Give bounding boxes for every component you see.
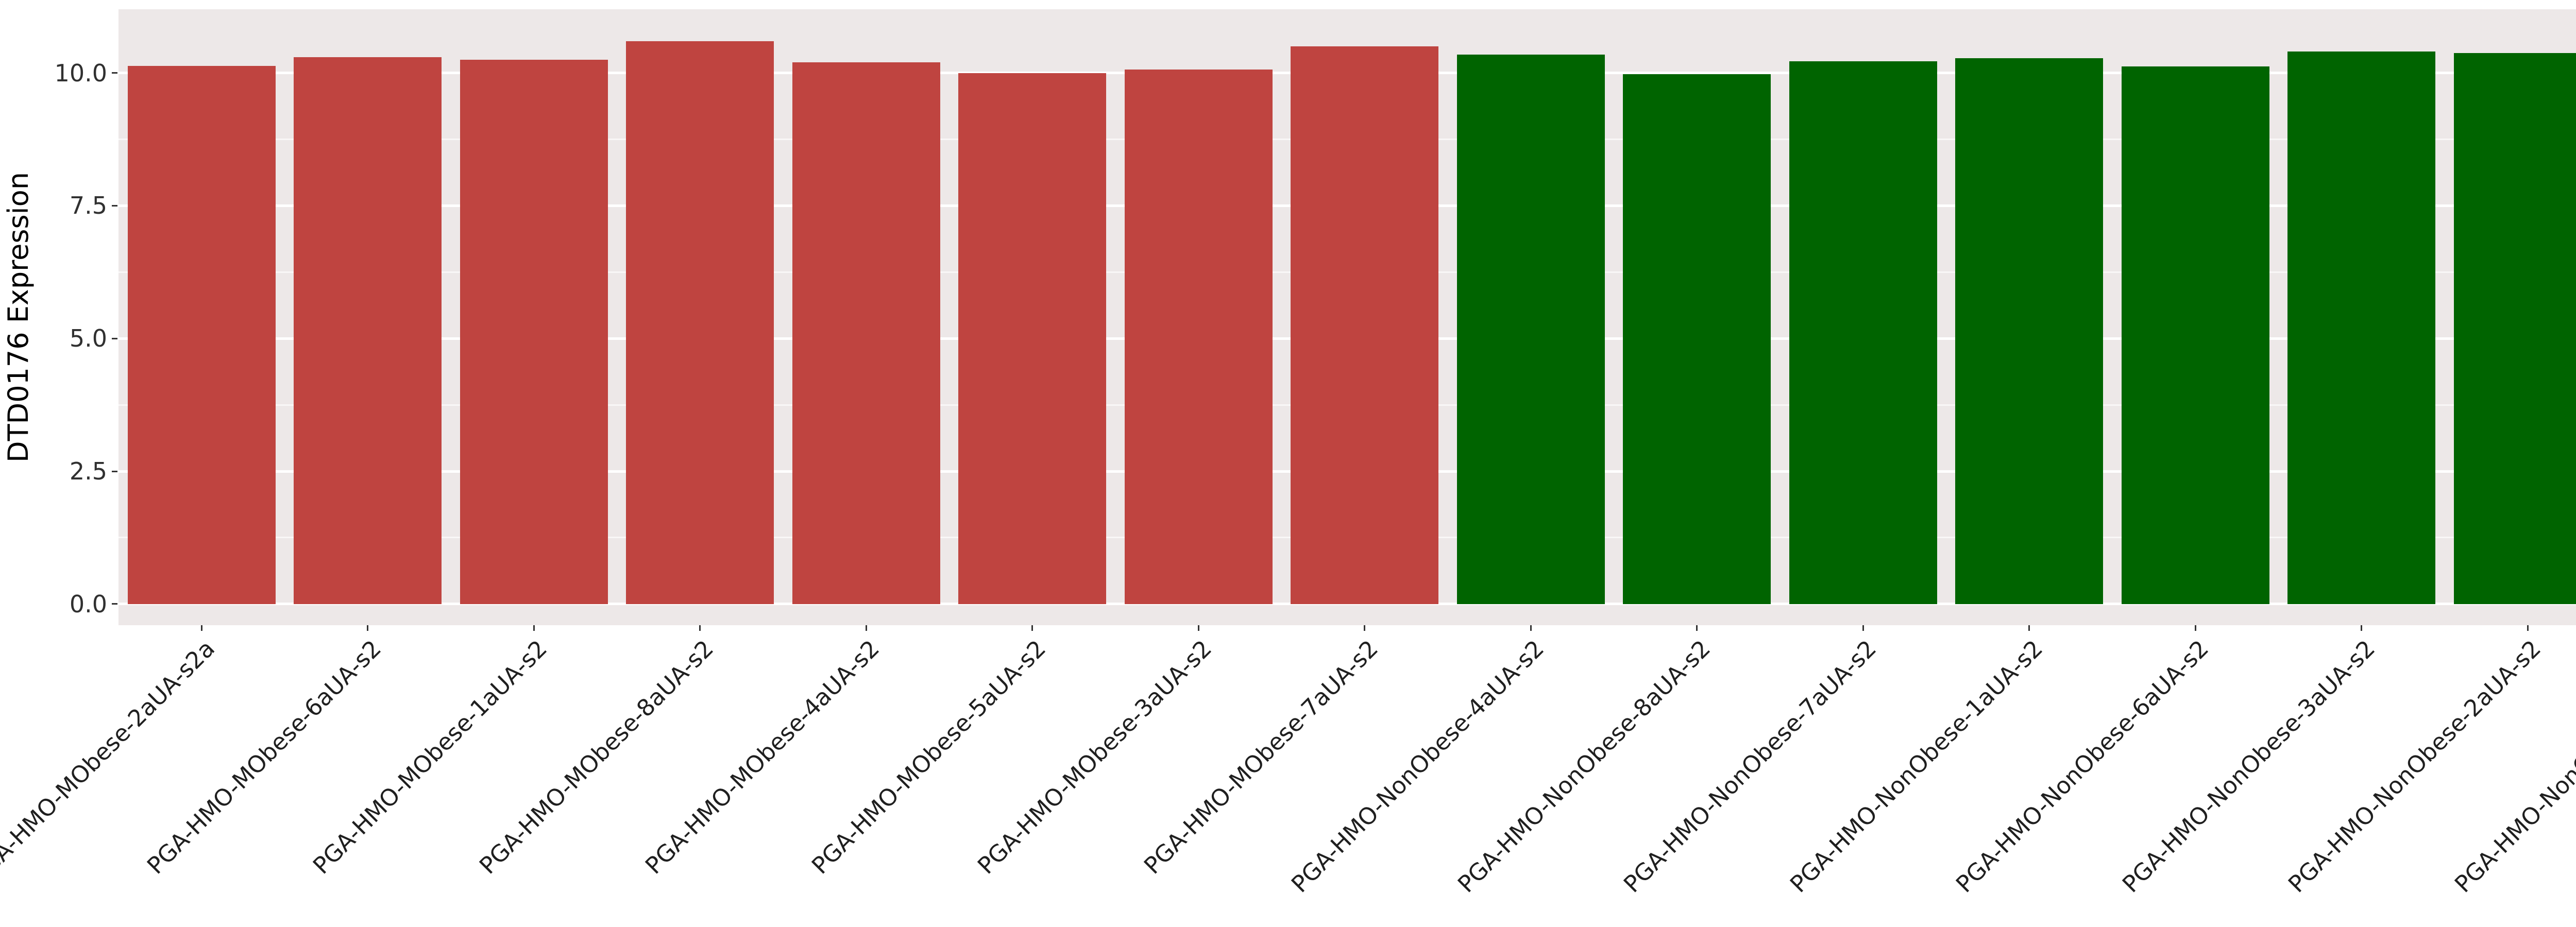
y-tick-mark: [112, 337, 117, 339]
bar-PGA-HMO-MObese-8aUA-s2: [626, 41, 774, 604]
x-tick-mark: [533, 625, 535, 631]
y-tick-label: 2.5: [69, 457, 107, 485]
x-tick-mark: [2527, 625, 2529, 631]
x-tick-mark: [2028, 625, 2030, 631]
x-tick-mark: [1197, 625, 1199, 631]
y-tick-mark: [112, 603, 117, 605]
x-tick-mark: [2361, 625, 2363, 631]
y-tick-mark: [112, 470, 117, 472]
x-tick-label: PGA-HMO-MObese-2aUA-s2a: [0, 634, 221, 890]
y-tick-mark: [112, 72, 117, 74]
y-tick-mark: [112, 204, 117, 207]
plot-area: [118, 9, 2576, 625]
bar-PGA-HMO-NonObese-3aUA-s2: [2287, 52, 2436, 604]
bar-PGA-HMO-NonObese-7aUA-s2: [1789, 61, 1937, 604]
bar-PGA-HMO-MObese-7aUA-s2: [1291, 46, 1439, 604]
bar-PGA-HMO-MObese-2aUA-s2a: [127, 66, 276, 604]
bar-PGA-HMO-MObese-3aUA-s2: [1124, 69, 1273, 604]
bar-PGA-HMO-NonObese-4aUA-s2: [1456, 54, 1605, 604]
y-tick-label: 7.5: [69, 192, 107, 220]
x-tick-mark: [1031, 625, 1033, 631]
x-tick-mark: [865, 625, 867, 631]
x-tick-mark: [1696, 625, 1698, 631]
bar-PGA-HMO-NonObese-2aUA-s2: [2453, 53, 2576, 604]
bar-PGA-HMO-NonObese-8aUA-s2: [1623, 74, 1771, 604]
bar-PGA-HMO-MObese-4aUA-s2: [792, 62, 940, 604]
bar-PGA-HMO-MObese-5aUA-s2: [958, 73, 1107, 604]
bar-PGA-HMO-MObese-1aUA-s2: [460, 59, 608, 604]
gridline-major: [118, 603, 2576, 606]
y-tick-label: 10.0: [54, 59, 107, 87]
x-tick-mark: [200, 625, 202, 631]
x-tick-mark: [699, 625, 701, 631]
x-tick-mark: [2194, 625, 2196, 631]
x-tick-mark: [1530, 625, 1532, 631]
x-tick-mark: [367, 625, 369, 631]
y-tick-label: 0.0: [69, 590, 107, 618]
y-tick-label: 5.0: [69, 324, 107, 353]
x-tick-mark: [1364, 625, 1366, 631]
x-tick-mark: [1862, 625, 1864, 631]
bar-PGA-HMO-NonObese-6aUA-s2: [2121, 66, 2269, 604]
bar-PGA-HMO-NonObese-1aUA-s2: [1955, 58, 2104, 604]
bar-PGA-HMO-MObese-6aUA-s2: [294, 57, 442, 604]
